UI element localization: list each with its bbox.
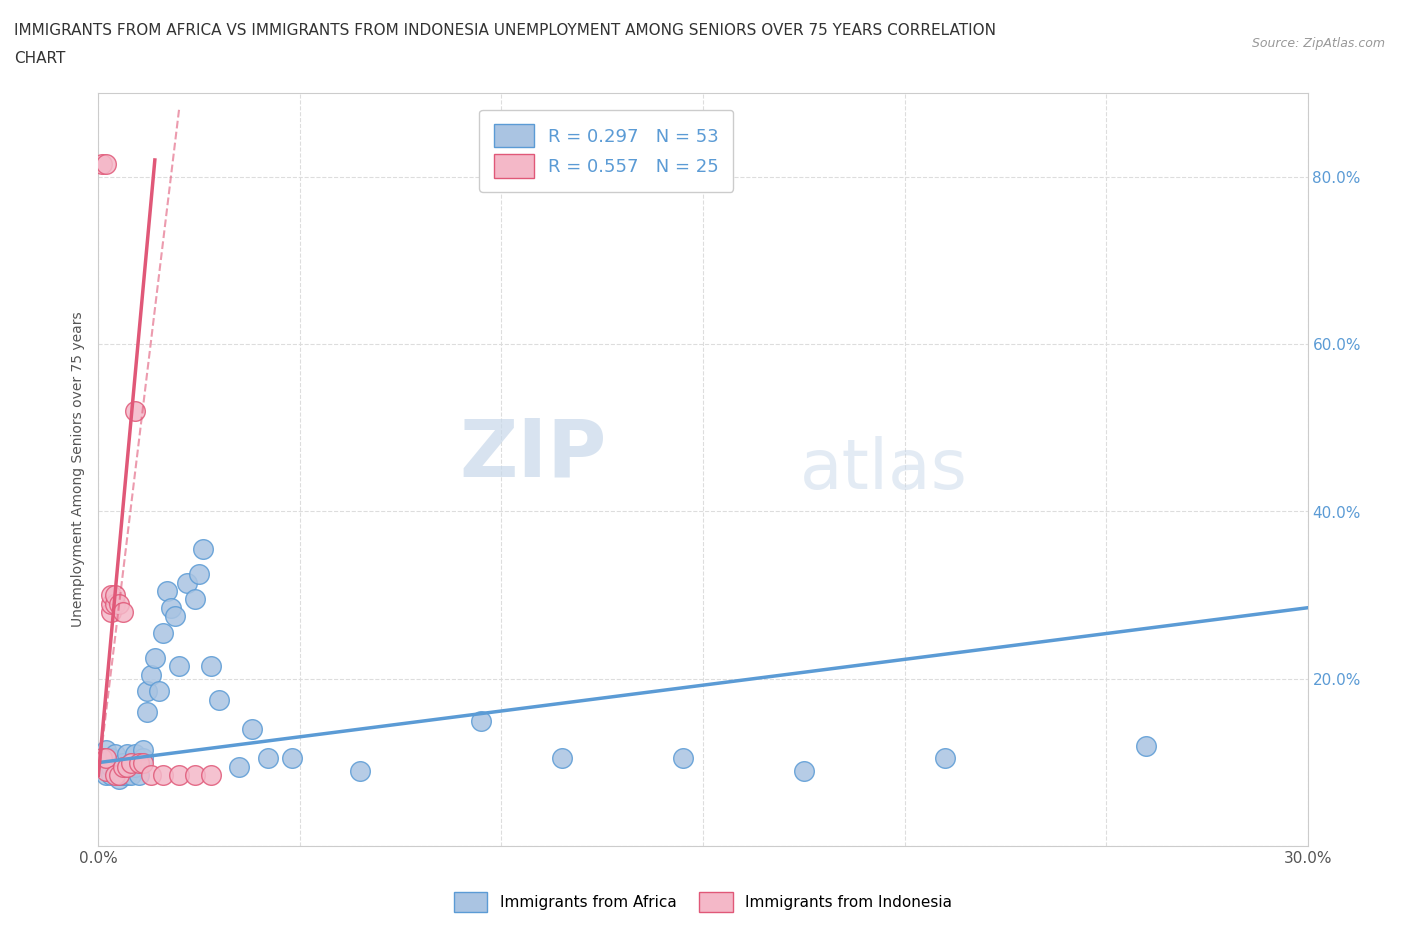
Point [107,772,129,787]
Point [96,768,118,783]
Point [188,566,211,582]
Y-axis label: Unemployment Among Seniors over 75 years: Unemployment Among Seniors over 75 years [72,312,86,628]
Point [91,751,114,766]
Text: Source: ZipAtlas.com: Source: ZipAtlas.com [1251,37,1385,50]
Point [91,755,114,770]
Point [184,768,207,783]
Point [184,592,207,607]
Point [120,755,142,770]
Point [148,684,170,699]
Point [200,658,222,673]
Point [208,692,231,708]
Point [124,759,146,774]
Point [160,601,183,616]
Point [111,768,134,783]
Point [107,768,129,783]
Point [167,768,190,783]
Point [107,596,129,611]
Point [200,768,222,783]
Point [135,705,157,720]
Point [128,755,150,770]
Point [115,759,138,774]
Point [111,755,134,770]
Point [672,751,695,766]
Text: atlas: atlas [800,436,967,503]
Point [156,584,179,599]
Point [115,759,138,774]
Point [349,764,371,778]
Point [100,596,122,611]
Point [152,625,174,640]
Point [132,742,155,757]
Point [96,742,118,757]
Point [100,588,122,603]
Point [103,764,125,778]
Point [91,157,114,172]
Point [256,751,278,766]
Point [103,747,125,762]
Point [470,713,492,728]
Point [1135,738,1157,753]
Point [103,768,125,783]
Legend: Immigrants from Africa, Immigrants from Indonesia: Immigrants from Africa, Immigrants from … [447,886,959,918]
Point [281,751,304,766]
Point [96,751,118,766]
Point [139,668,162,683]
Point [111,759,134,774]
Point [120,755,142,770]
Point [100,759,122,774]
Point [103,588,125,603]
Point [100,751,122,766]
Legend: R = 0.297   N = 53, R = 0.557   N = 25: R = 0.297 N = 53, R = 0.557 N = 25 [479,110,733,193]
Point [115,768,138,783]
Point [120,768,142,783]
Point [107,764,129,778]
Point [228,759,250,774]
Point [193,541,215,556]
Point [132,751,155,766]
Point [152,768,174,783]
Point [111,604,134,619]
Point [96,157,118,172]
Point [128,768,150,783]
Point [115,747,138,762]
Point [934,751,956,766]
Point [100,768,122,783]
Text: CHART: CHART [14,51,66,66]
Point [128,755,150,770]
Point [163,609,186,624]
Point [143,651,166,666]
Point [107,768,129,783]
Point [100,604,122,619]
Point [132,755,155,770]
Point [103,596,125,611]
Point [176,575,198,591]
Point [167,658,190,673]
Point [124,747,146,762]
Point [551,751,574,766]
Point [240,722,263,737]
Point [103,759,125,774]
Text: IMMIGRANTS FROM AFRICA VS IMMIGRANTS FROM INDONESIA UNEMPLOYMENT AMONG SENIORS O: IMMIGRANTS FROM AFRICA VS IMMIGRANTS FRO… [14,23,995,38]
Text: ZIP: ZIP [458,416,606,494]
Point [124,404,146,418]
Point [793,764,815,778]
Point [135,684,157,699]
Point [91,751,114,766]
Point [96,764,118,778]
Point [139,768,162,783]
